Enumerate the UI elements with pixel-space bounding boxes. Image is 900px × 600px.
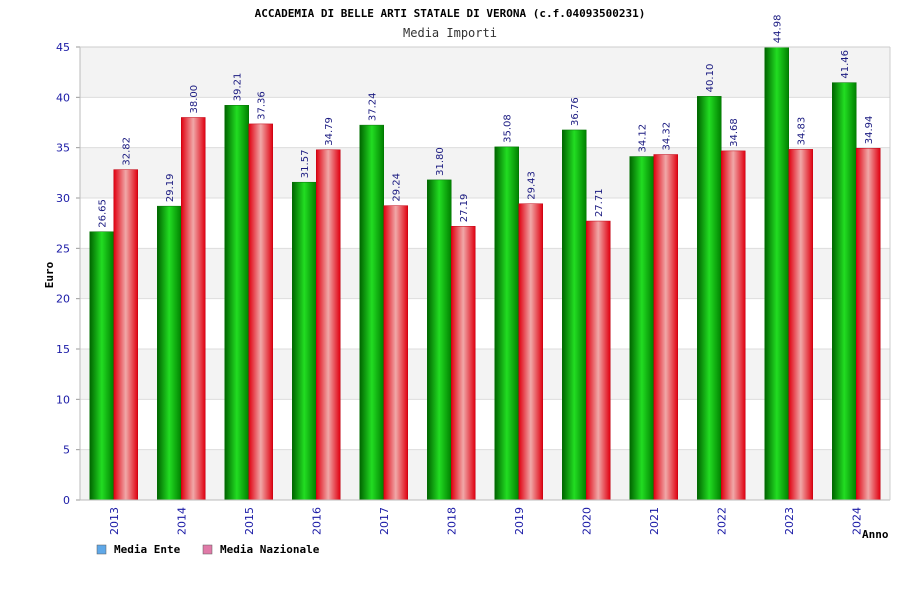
- legend-swatch-media-nazionale: [202, 544, 213, 555]
- data-label-media-ente-2024: 41.46: [840, 50, 851, 79]
- y-tick-label: 10: [56, 393, 70, 406]
- plot-band: [80, 349, 890, 400]
- data-label-media-ente-2013: 26.65: [98, 199, 109, 228]
- bar-media-nazionale-2015: [248, 123, 273, 501]
- bar-media-nazionale-2014: [181, 117, 206, 501]
- bar-media-nazionale-2016: [316, 149, 341, 501]
- data-label-media-ente-2021: 34.12: [638, 124, 649, 153]
- bar-media-nazionale-2024: [856, 148, 881, 501]
- data-label-media-nazionale-2021: 34.32: [662, 122, 673, 151]
- y-tick-label: 0: [63, 494, 70, 507]
- y-tick-label: 35: [56, 142, 70, 155]
- bar-media-nazionale-2022: [721, 150, 746, 501]
- y-tick-label: 20: [56, 293, 70, 306]
- bar-media-nazionale-2020: [586, 220, 611, 501]
- bar-media-ente-2017: [359, 124, 384, 501]
- plot-band: [80, 248, 890, 299]
- x-tick-label-2014: 2014: [175, 507, 188, 535]
- bar-media-nazionale-2021: [653, 154, 678, 501]
- bar-media-nazionale-2023: [788, 149, 813, 501]
- legend-label-media-nazionale: Media Nazionale: [220, 543, 320, 556]
- y-tick-label: 5: [63, 444, 70, 457]
- legend-swatch-media-ente: [96, 544, 107, 555]
- bar-media-ente-2014: [157, 205, 182, 501]
- x-tick-label-2017: 2017: [378, 507, 391, 535]
- legend: Media Ente Media Nazionale: [96, 543, 320, 556]
- x-tick-label-2013: 2013: [108, 507, 121, 535]
- y-tick-label: 30: [56, 192, 70, 205]
- data-label-media-nazionale-2017: 29.24: [392, 173, 403, 202]
- y-tick-label: 45: [56, 41, 70, 54]
- x-axis-label: Anno: [862, 528, 889, 541]
- data-label-media-ente-2019: 35.08: [503, 114, 514, 143]
- bar-media-ente-2013: [89, 231, 114, 501]
- x-tick-label-2019: 2019: [513, 507, 526, 535]
- data-label-media-nazionale-2022: 34.68: [729, 118, 740, 147]
- data-label-media-ente-2014: 29.19: [165, 174, 176, 203]
- y-tick-label: 40: [56, 91, 70, 104]
- data-label-media-ente-2015: 39.21: [233, 73, 244, 102]
- data-label-media-ente-2023: 44.98: [773, 15, 784, 44]
- data-label-media-nazionale-2023: 34.83: [797, 117, 808, 146]
- bar-media-ente-2022: [697, 96, 722, 501]
- data-label-media-nazionale-2015: 37.36: [257, 91, 268, 120]
- x-tick-label-2021: 2021: [648, 507, 661, 535]
- x-tick-label-2018: 2018: [445, 507, 458, 535]
- bar-media-nazionale-2018: [451, 226, 476, 501]
- data-label-media-ente-2020: 36.76: [570, 97, 581, 126]
- data-label-media-ente-2022: 40.10: [705, 64, 716, 93]
- data-label-media-nazionale-2024: 34.94: [864, 116, 875, 145]
- bar-media-nazionale-2017: [383, 205, 408, 501]
- data-label-media-nazionale-2014: 38.00: [189, 85, 200, 114]
- plot-band: [80, 147, 890, 198]
- x-axis-ticks: 2013 2014 2015 2016 2017 2018 2019 2020 2021 2022…: [108, 507, 864, 535]
- data-label-media-ente-2017: 37.24: [368, 92, 379, 121]
- x-tick-label-2015: 2015: [243, 507, 256, 535]
- bar-media-ente-2015: [224, 105, 249, 501]
- bars-group: [89, 46, 881, 501]
- plot-background: [80, 47, 890, 500]
- data-labels-group: 26.65 32.82 29.19 38.00 39.21 37.36 31.57 34.79…: [98, 15, 876, 228]
- x-tick-label-2024: 2024: [850, 507, 863, 535]
- y-tick-label: 15: [56, 343, 70, 356]
- x-tick-label-2020: 2020: [580, 507, 593, 535]
- bar-media-ente-2018: [427, 179, 452, 501]
- plot-band: [80, 47, 890, 98]
- bar-media-ente-2020: [562, 129, 587, 501]
- data-label-media-ente-2018: 31.80: [435, 147, 446, 176]
- x-tick-label-2016: 2016: [310, 507, 323, 535]
- data-label-media-nazionale-2016: 34.79: [324, 117, 335, 146]
- y-axis-ticks: 0 5 10 15 20 25 30 35 40 45: [56, 41, 80, 507]
- bar-media-ente-2024: [832, 82, 857, 501]
- bar-media-nazionale-2019: [518, 203, 543, 501]
- chart-subtitle: Media Importi: [403, 26, 497, 40]
- y-tick-label: 25: [56, 242, 70, 255]
- data-label-media-nazionale-2020: 27.71: [594, 188, 605, 217]
- x-tick-label-2022: 2022: [715, 507, 728, 535]
- data-label-media-nazionale-2013: 32.82: [122, 137, 133, 166]
- legend-label-media-ente: Media Ente: [114, 543, 181, 556]
- bar-media-ente-2023: [764, 46, 789, 501]
- bar-media-ente-2021: [629, 156, 654, 501]
- data-label-media-nazionale-2018: 27.19: [459, 194, 470, 223]
- y-axis-label: Euro: [43, 261, 56, 288]
- bar-media-ente-2016: [292, 181, 317, 501]
- chart-title: ACCADEMIA DI BELLE ARTI STATALE DI VERON…: [255, 7, 646, 20]
- plot-band: [80, 449, 890, 500]
- data-label-media-ente-2016: 31.57: [300, 150, 311, 179]
- data-label-media-nazionale-2019: 29.43: [527, 171, 538, 200]
- bar-media-ente-2019: [494, 146, 519, 501]
- x-tick-label-2023: 2023: [783, 507, 796, 535]
- bar-media-nazionale-2013: [113, 169, 138, 501]
